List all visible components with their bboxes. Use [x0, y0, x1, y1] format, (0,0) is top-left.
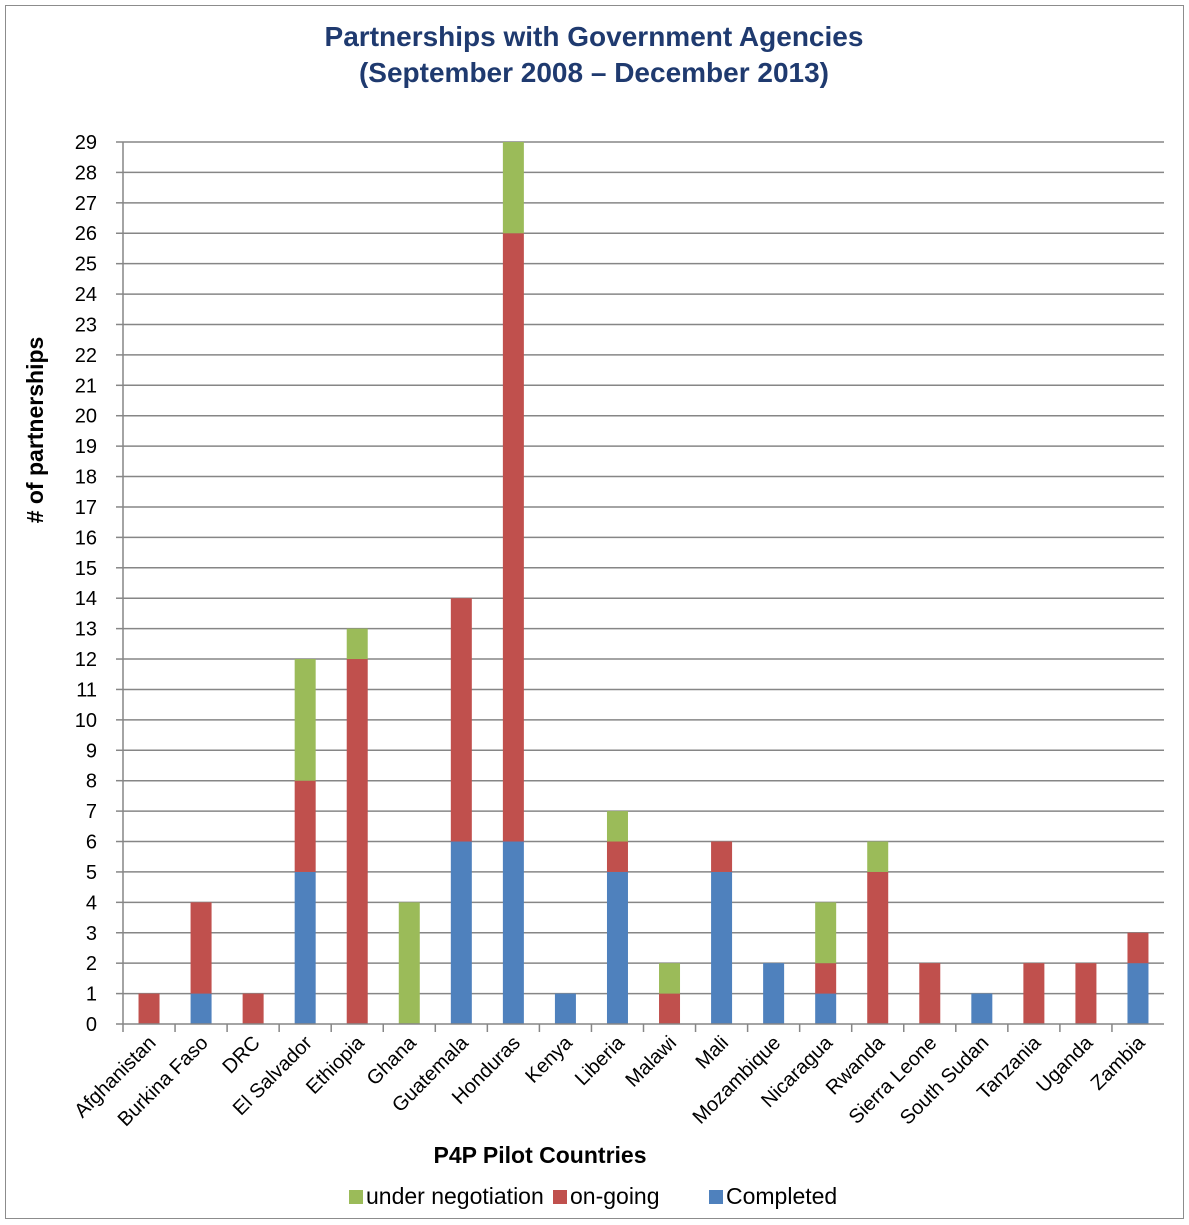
bar-nicaragua-on-going	[815, 963, 837, 994]
bar-tanzania-on-going	[1023, 963, 1045, 1024]
y-tick-label-11: 11	[76, 679, 97, 701]
legend: under negotiation on-going Completed	[349, 1183, 837, 1209]
y-tick-label-24: 24	[75, 284, 97, 306]
bar-burkina-faso-on-going	[190, 902, 212, 994]
bar-guatemala-completed	[450, 841, 472, 1024]
chart-title-line1: Partnerships with Government Agencies	[325, 21, 864, 52]
bar-malawi-under-negotiation	[659, 963, 681, 994]
legend-swatch-on-going	[553, 1190, 567, 1204]
bar-drc-on-going	[242, 993, 264, 1024]
y-tick-label-12: 12	[75, 649, 97, 671]
y-tick-label-19: 19	[75, 436, 97, 458]
legend-label-on-going: on-going	[570, 1183, 660, 1209]
bar-mali-on-going	[711, 841, 733, 872]
bar-ghana-under-negotiation	[398, 902, 420, 1024]
y-tick-label-6: 6	[86, 832, 97, 854]
bar-burkina-faso-completed	[190, 993, 212, 1024]
bar-honduras-under-negotiation	[502, 142, 524, 234]
bar-mali-completed	[711, 871, 733, 1024]
bar-honduras-on-going	[502, 233, 524, 842]
y-tick-label-3: 3	[86, 923, 97, 945]
y-tick-label-23: 23	[75, 314, 97, 336]
bar-mozambique-completed	[763, 963, 785, 1024]
y-tick-label-17: 17	[75, 497, 97, 519]
x-tick-label-burkina-faso: Burkina Faso	[114, 1032, 213, 1131]
gridlines	[123, 141, 1164, 995]
bar-nicaragua-completed	[815, 993, 837, 1024]
axes	[116, 141, 1164, 1032]
bar-ethiopia-on-going	[346, 659, 368, 1024]
y-tick-label-15: 15	[75, 558, 97, 580]
x-tick-label-zambia: Zambia	[1087, 1031, 1150, 1094]
y-tick-label-9: 9	[86, 740, 97, 762]
y-tick-label-14: 14	[75, 588, 97, 610]
y-tick-label-25: 25	[75, 254, 97, 276]
bar-nicaragua-under-negotiation	[815, 902, 837, 964]
bar-kenya-completed	[554, 993, 576, 1024]
x-axis-title: P4P Pilot Countries	[433, 1142, 646, 1168]
y-tick-label-2: 2	[86, 953, 97, 975]
bar-liberia-under-negotiation	[606, 811, 628, 842]
bar-south-sudan-completed	[971, 993, 993, 1024]
x-tick-label-drc: DRC	[218, 1032, 264, 1078]
x-tick-label-liberia: Liberia	[571, 1031, 630, 1090]
y-tick-label-1: 1	[86, 984, 97, 1006]
bar-el-salvador-completed	[294, 871, 316, 1024]
bar-el-salvador-under-negotiation	[294, 659, 316, 781]
bar-el-salvador-on-going	[294, 780, 316, 872]
y-tick-label-21: 21	[75, 375, 97, 397]
x-tick-label-uganda: Uganda	[1032, 1031, 1098, 1097]
chart-title-line2: (September 2008 – December 2013)	[359, 57, 829, 88]
y-tick-label-13: 13	[75, 619, 97, 641]
bar-ethiopia-under-negotiation	[346, 628, 368, 660]
y-tick-labels: 0123456789101112131415161718192021222324…	[75, 132, 97, 1036]
bar-guatemala-on-going	[450, 598, 472, 842]
y-tick-label-8: 8	[86, 771, 97, 793]
bar-liberia-on-going	[606, 841, 628, 872]
bar-afghanistan-on-going	[138, 993, 160, 1024]
y-tick-label-26: 26	[75, 223, 97, 245]
bars	[138, 142, 1149, 1024]
x-tick-label-malawi: Malawi	[621, 1032, 681, 1092]
bar-rwanda-on-going	[867, 871, 889, 1024]
y-tick-label-10: 10	[75, 710, 97, 732]
bar-honduras-completed	[502, 841, 524, 1024]
legend-swatch-under-negotiation	[349, 1190, 363, 1204]
y-tick-label-27: 27	[75, 193, 97, 215]
y-tick-label-29: 29	[75, 132, 97, 154]
bar-uganda-on-going	[1075, 963, 1097, 1024]
y-tick-label-20: 20	[75, 406, 97, 428]
y-tick-label-4: 4	[86, 892, 97, 914]
y-tick-label-18: 18	[75, 467, 97, 489]
bar-liberia-completed	[606, 871, 628, 1024]
y-axis-title: # of partnerships	[22, 337, 48, 524]
y-tick-label-28: 28	[75, 162, 97, 184]
y-tick-label-5: 5	[86, 862, 97, 884]
bar-zambia-on-going	[1127, 932, 1149, 964]
y-tick-label-16: 16	[75, 527, 97, 549]
y-tick-label-22: 22	[75, 345, 97, 367]
y-tick-label-7: 7	[86, 801, 97, 823]
legend-label-under-negotiation: under negotiation	[366, 1183, 544, 1209]
y-tick-label-0: 0	[86, 1014, 97, 1036]
bar-malawi-on-going	[659, 993, 681, 1024]
x-tick-label-ethiopia: Ethiopia	[302, 1031, 369, 1098]
bar-sierra-leone-on-going	[919, 963, 941, 1024]
bar-rwanda-under-negotiation	[867, 841, 889, 872]
legend-label-completed: Completed	[726, 1183, 837, 1209]
bar-zambia-completed	[1127, 963, 1149, 1024]
legend-swatch-completed	[709, 1190, 723, 1204]
x-tick-label-mali: Mali	[692, 1032, 733, 1073]
x-tick-label-kenya: Kenya	[521, 1031, 577, 1087]
